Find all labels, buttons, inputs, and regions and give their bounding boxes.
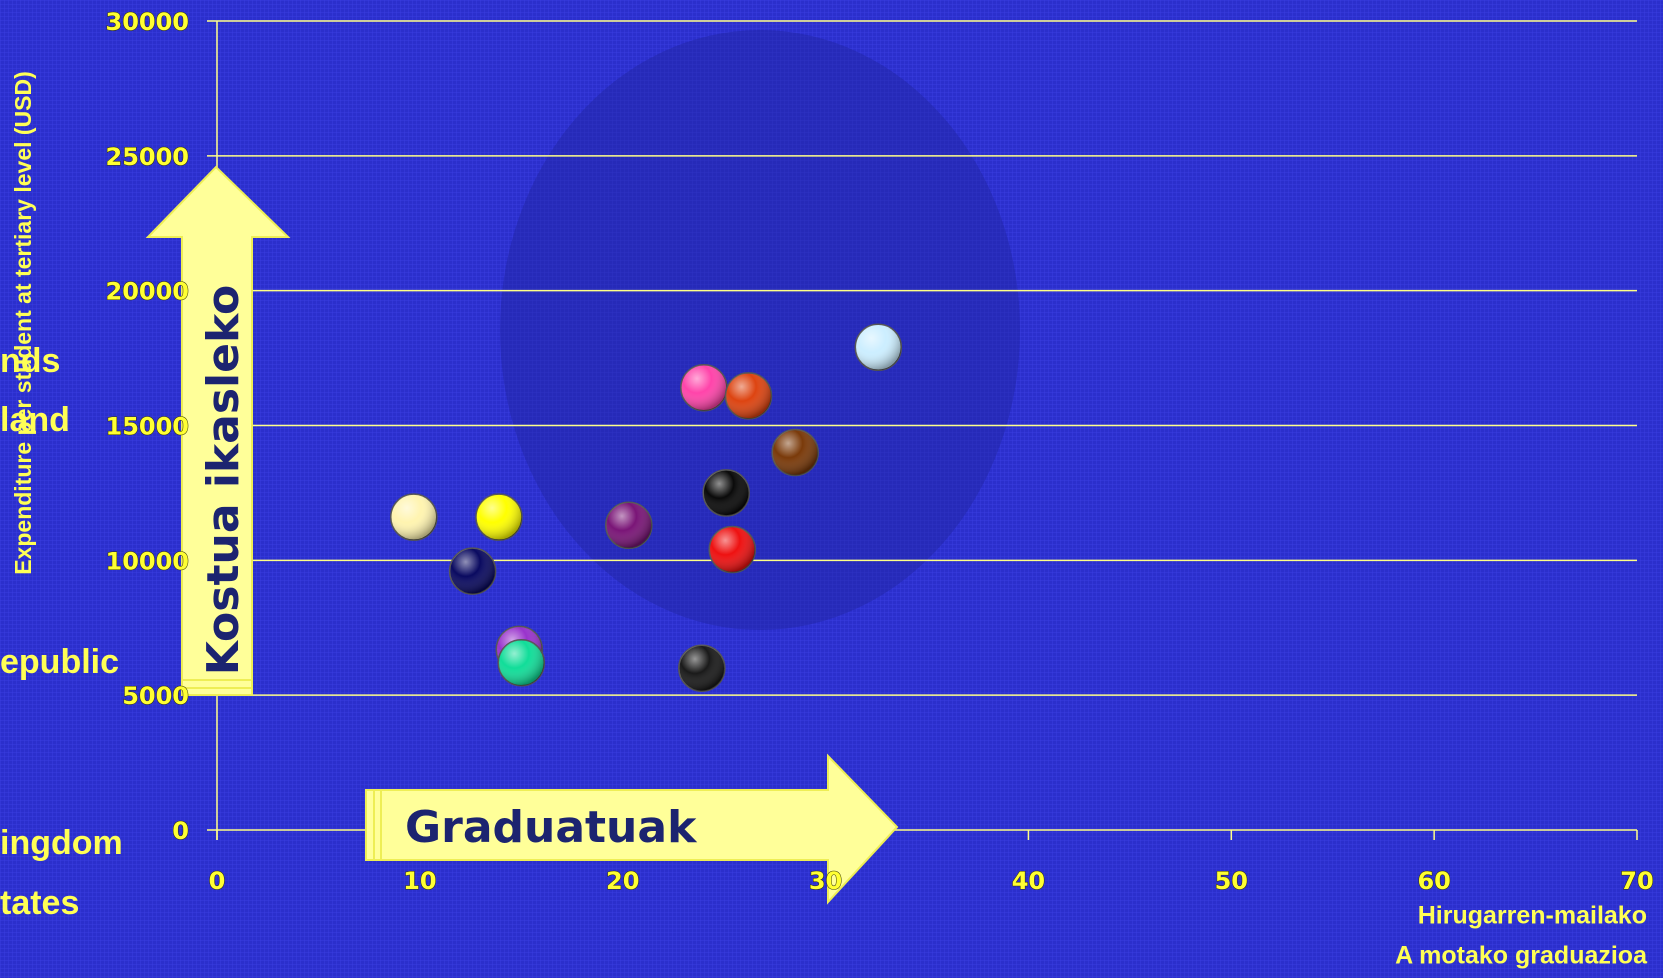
x-tick-label: 20	[606, 867, 639, 895]
point-shine	[605, 502, 652, 549]
y-tick-label: 5000	[122, 682, 189, 710]
point-shine	[709, 526, 756, 573]
point-shine	[855, 324, 902, 371]
side-label: epublic	[0, 643, 119, 681]
side-label: tates	[0, 884, 79, 922]
point-shine	[703, 469, 750, 516]
side-label: ingdom	[0, 824, 123, 862]
y-tick-label: 10000	[106, 547, 190, 575]
x-tick-label: 30	[809, 867, 842, 895]
x-tick-label: 60	[1417, 867, 1450, 895]
y-tick-label: 25000	[106, 143, 190, 171]
x-tick-label: 70	[1620, 867, 1653, 895]
x-tick-label: 0	[209, 867, 226, 895]
point-shine	[390, 494, 437, 541]
cost-arrow	[145, 165, 291, 696]
graduates-arrow	[365, 753, 899, 905]
y-tick-label: 0	[172, 817, 189, 845]
x-axis-label: A motako graduazioa	[1395, 942, 1648, 970]
point-shine	[680, 364, 727, 411]
arrow-stripes	[373, 790, 382, 860]
side-label: nds	[0, 342, 60, 380]
background-figure	[500, 30, 1020, 630]
point-shine	[498, 639, 545, 686]
arrow-stripes	[182, 679, 252, 689]
point-shine	[725, 372, 772, 419]
x-axis-label: Hirugarren-mailako	[1418, 902, 1647, 930]
point-shine	[772, 429, 819, 476]
y-tick-label: 20000	[106, 278, 190, 306]
marks	[390, 323, 903, 692]
arrow-label: Kostua ikasleko	[198, 285, 249, 676]
y-tick-label: 30000	[106, 8, 190, 36]
point-shine	[449, 548, 496, 595]
x-tick-label: 50	[1215, 867, 1248, 895]
point-shine	[475, 494, 522, 541]
point-shine	[678, 645, 725, 692]
y-axis-label: Expenditure per student at tertiary leve…	[10, 71, 36, 575]
x-tick-label: 10	[403, 867, 436, 895]
y-tick-label: 15000	[106, 413, 190, 441]
arrow-label: Graduatuak	[405, 802, 698, 853]
x-tick-label: 40	[1012, 867, 1045, 895]
side-label: land	[0, 401, 70, 439]
